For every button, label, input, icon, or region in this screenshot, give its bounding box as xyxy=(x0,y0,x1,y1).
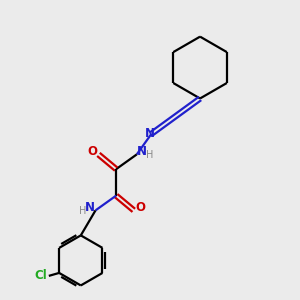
Text: O: O xyxy=(135,201,145,214)
Text: N: N xyxy=(145,127,155,140)
Text: H: H xyxy=(146,150,154,160)
Text: N: N xyxy=(85,201,94,214)
Text: O: O xyxy=(87,145,97,158)
Text: H: H xyxy=(79,206,86,216)
Text: Cl: Cl xyxy=(34,269,47,282)
Text: N: N xyxy=(137,145,147,158)
